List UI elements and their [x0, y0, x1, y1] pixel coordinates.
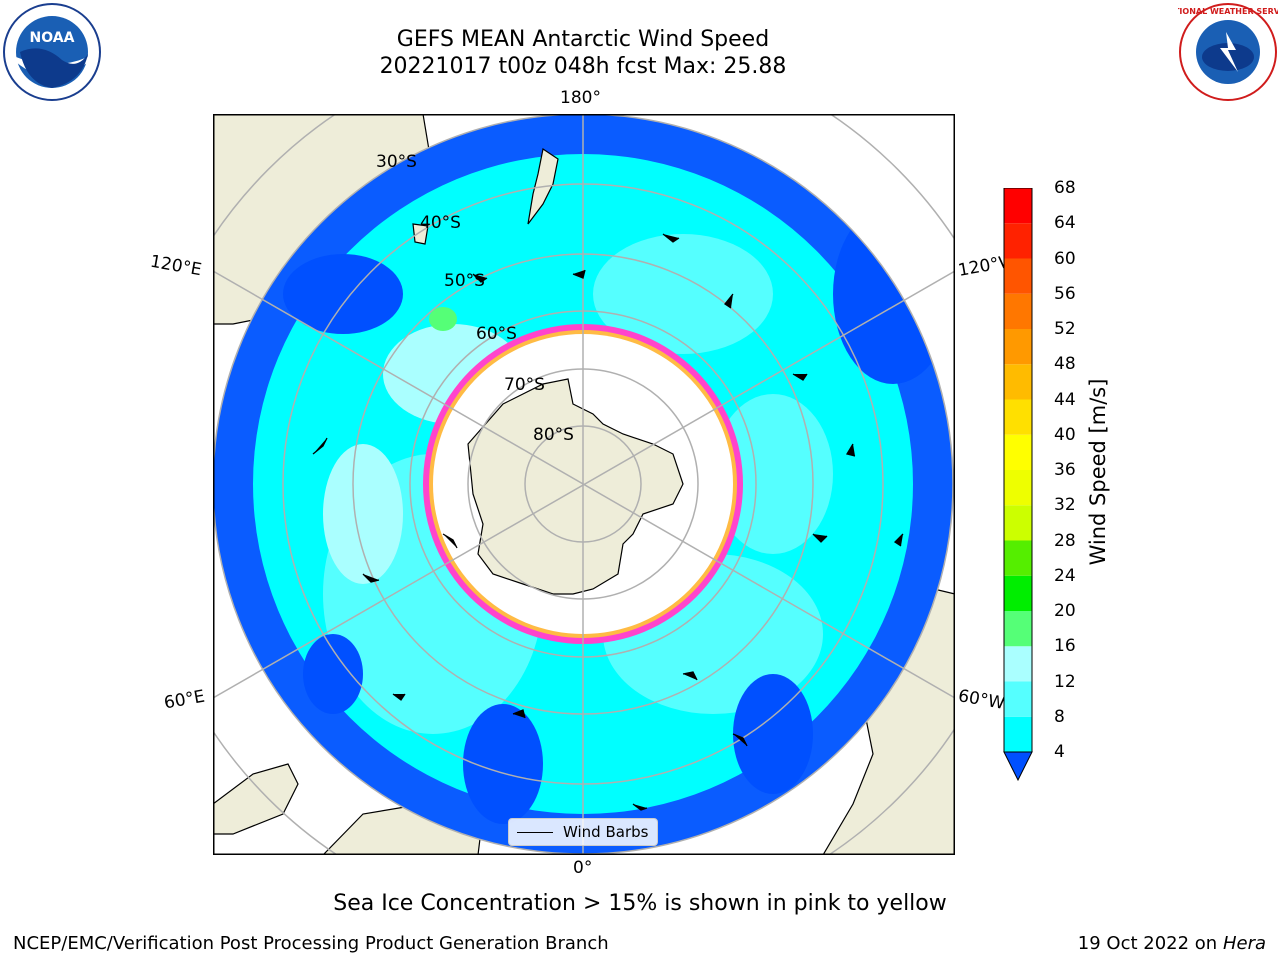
legend-line: [517, 831, 553, 833]
colorbar-tick-label: 32: [1054, 495, 1076, 516]
footer-left: NCEP/EMC/Verification Post Processing Pr…: [13, 933, 609, 954]
lon-label-0: 0°: [573, 858, 593, 878]
colorbar-tick-label: 56: [1054, 283, 1076, 304]
nws-logo-text: NATIONAL WEATHER SERVICE: [1178, 7, 1278, 16]
colorbar-segment: [1004, 716, 1032, 752]
colorbar-tick-label: 36: [1054, 460, 1076, 480]
colorbar-tick-label: 20: [1054, 601, 1076, 621]
polar-map: [213, 114, 955, 855]
colorbar-segment: [1004, 540, 1032, 576]
colorbar-segment: [1004, 646, 1032, 682]
colorbar-tick-label: 24: [1054, 565, 1076, 586]
colorbar-tick-label: 52: [1054, 319, 1076, 339]
lon-label-60e: 60°E: [162, 686, 207, 714]
colorbar-tick-label: 28: [1054, 530, 1076, 551]
footer-right: 19 Oct 2022 on Hera: [1078, 933, 1266, 954]
land-madagascar: [213, 763, 299, 835]
lon-label-180: 180°: [560, 88, 601, 108]
colorbar-segment: [1004, 329, 1032, 365]
sea-ice-caption: Sea Ice Concentration > 15% is shown in …: [333, 891, 947, 916]
colorbar-segment: [1004, 293, 1032, 329]
colorbar-tick-label: 16: [1054, 636, 1076, 657]
footer-host: Hera: [1222, 933, 1266, 954]
colorbar-segment: [1004, 364, 1032, 400]
colorbar-extend-arrow: [1003, 751, 1033, 782]
colorbar-segment: [1004, 681, 1032, 717]
lat-label-50s: 50°S: [444, 271, 485, 291]
title-line-1: GEFS MEAN Antarctic Wind Speed: [396, 27, 770, 52]
lat-label-80s: 80°S: [533, 425, 574, 445]
colorbar-segment: [1004, 399, 1032, 435]
lat-label-40s: 40°S: [420, 213, 461, 233]
colorbar-segment: [1004, 258, 1032, 294]
title-line-2: 20221017 t00z 048h fcst Max: 25.88: [379, 54, 787, 79]
colorbar-segment: [1004, 611, 1032, 647]
colorbar-tick-label: 40: [1054, 424, 1076, 445]
colorbar-tick-label: 44: [1054, 389, 1076, 410]
colorbar-segment: [1004, 434, 1032, 470]
colorbar-tick-label: 8: [1054, 706, 1065, 727]
nws-logo: NATIONAL WEATHER SERVICE: [1178, 3, 1278, 101]
wind-barbs: [312, 233, 904, 811]
noaa-logo: NOAA: [3, 3, 101, 101]
colorbar: [1003, 188, 1033, 782]
lat-label-60s: 60°S: [476, 324, 517, 344]
lon-label-60w: 60°W: [956, 686, 1007, 714]
colorbar-tick-label: 64: [1054, 213, 1076, 234]
noaa-logo-text: NOAA: [30, 30, 75, 46]
colorbar-tick-label: 4: [1054, 742, 1065, 762]
colorbar-segment: [1004, 470, 1032, 506]
colorbar-tick-label: 12: [1054, 671, 1076, 692]
colorbar-segment: [1004, 223, 1032, 259]
colorbar-segment: [1004, 575, 1032, 611]
wind-barbs-legend: Wind Barbs: [508, 818, 658, 846]
colorbar-tick-label: 60: [1054, 248, 1076, 269]
colorbar-tick-label: 48: [1054, 354, 1076, 375]
legend-label: Wind Barbs: [563, 823, 649, 841]
colorbar-segment: [1004, 505, 1032, 541]
lat-label-30s: 30°S: [376, 152, 417, 172]
footer-date: 19 Oct 2022 on: [1077, 933, 1223, 954]
colorbar-segment: [1004, 188, 1032, 224]
land-antarctica: [467, 378, 684, 595]
colorbar-tick-label: 68: [1054, 178, 1076, 198]
colorbar-border: [1003, 188, 1033, 753]
lon-label-120e: 120°E: [148, 251, 204, 281]
lat-label-70s: 70°S: [504, 375, 545, 395]
colorbar-label: Wind Speed [m/s]: [1086, 378, 1110, 566]
